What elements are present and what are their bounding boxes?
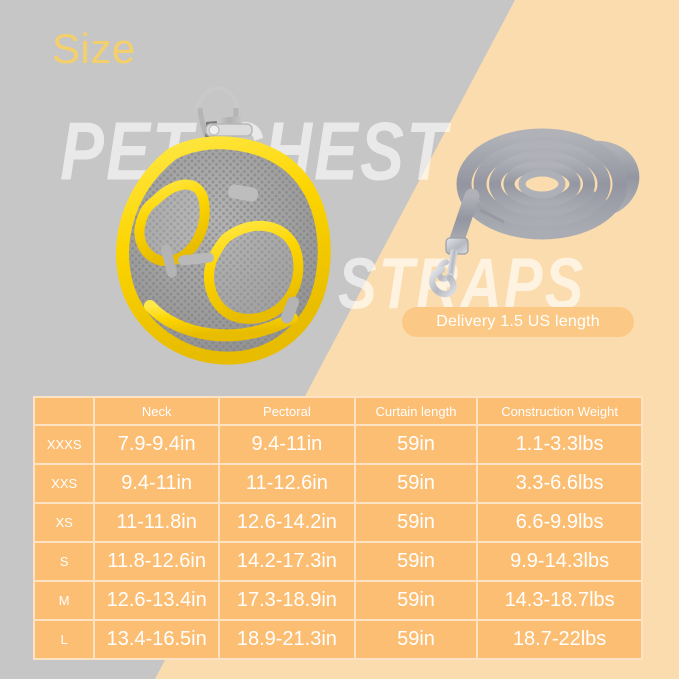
cell-pectoral: 18.9-21.3in [219,621,356,660]
table-row: XXXS 7.9-9.4in 9.4-11in 59in 1.1-3.3lbs [33,426,643,465]
cell-pectoral: 11-12.6in [219,465,356,504]
cell-neck: 9.4-11in [95,465,220,504]
cell-neck: 11-11.8in [95,504,220,543]
header-construction-weight: Construction Weight [478,396,643,426]
size-table: Neck Pectoral Curtain length Constructio… [33,396,643,660]
cell-neck: 7.9-9.4in [95,426,220,465]
cell-weight: 3.3-6.6lbs [478,465,643,504]
cell-curtain: 59in [355,621,479,660]
table-row: M 12.6-13.4in 17.3-18.9in 59in 14.3-18.7… [33,582,643,621]
harness-reflective-strip-right [281,296,299,324]
cell-pectoral: 14.2-17.3in [219,543,356,582]
leash-hook [429,266,457,298]
header-curtain-length: Curtain length [355,396,479,426]
cell-pectoral: 12.6-14.2in [219,504,356,543]
harness-reflective-strip-left [161,244,177,278]
table-row: S 11.8-12.6in 14.2-17.3in 59in 9.9-14.3l… [33,543,643,582]
header-pectoral: Pectoral [219,396,356,426]
cell-curtain: 59in [355,504,479,543]
harness-belly-band [144,300,298,342]
cell-weight: 14.3-18.7lbs [478,582,643,621]
cell-size: XXS [33,465,96,504]
page-title: Size [52,25,136,72]
cell-weight: 9.9-14.3lbs [478,543,643,582]
harness-yellow-trim [116,136,331,365]
pet-harness-image [116,86,331,365]
cell-curtain: 59in [355,582,479,621]
harness-left-leg-hole [134,179,210,267]
cell-curtain: 59in [355,465,479,504]
table-row: L 13.4-16.5in 18.9-21.3in 59in 18.7-22lb… [33,621,643,660]
cell-size: S [33,543,96,582]
cell-size: M [33,582,96,621]
header-size [33,396,96,426]
cell-pectoral: 9.4-11in [219,426,356,465]
leash-coil [456,128,628,240]
cell-size: L [33,621,96,660]
cell-size: XXXS [33,426,96,465]
cell-neck: 11.8-12.6in [95,543,220,582]
leash-tail-strap [448,188,480,250]
harness-reflective-strip-mid [178,252,214,266]
leash-snap-clip [429,237,469,298]
cell-weight: 18.7-22lbs [478,621,643,660]
cell-neck: 12.6-13.4in [95,582,220,621]
cell-pectoral: 17.3-18.9in [219,582,356,621]
cell-curtain: 59in [355,543,479,582]
header-neck: Neck [95,396,220,426]
table-header-row: Neck Pectoral Curtain length Constructio… [33,396,643,426]
cell-weight: 1.1-3.3lbs [478,426,643,465]
leash-image [429,128,640,298]
cell-curtain: 59in [355,426,479,465]
table-row: XS 11-11.8in 12.6-14.2in 59in 6.6-9.9lbs [33,504,643,543]
cell-neck: 13.4-16.5in [95,621,220,660]
cell-size: XS [33,504,96,543]
harness-mesh-texture [126,146,321,353]
cell-weight: 6.6-9.9lbs [478,504,643,543]
delivery-badge: Delivery 1.5 US length [402,307,634,337]
table-body: XXXS 7.9-9.4in 9.4-11in 59in 1.1-3.3lbs … [33,426,643,660]
harness-right-leg-hole [204,220,304,324]
table-row: XXS 9.4-11in 11-12.6in 59in 3.3-6.6lbs [33,465,643,504]
harness-reflective-patch [227,184,259,202]
